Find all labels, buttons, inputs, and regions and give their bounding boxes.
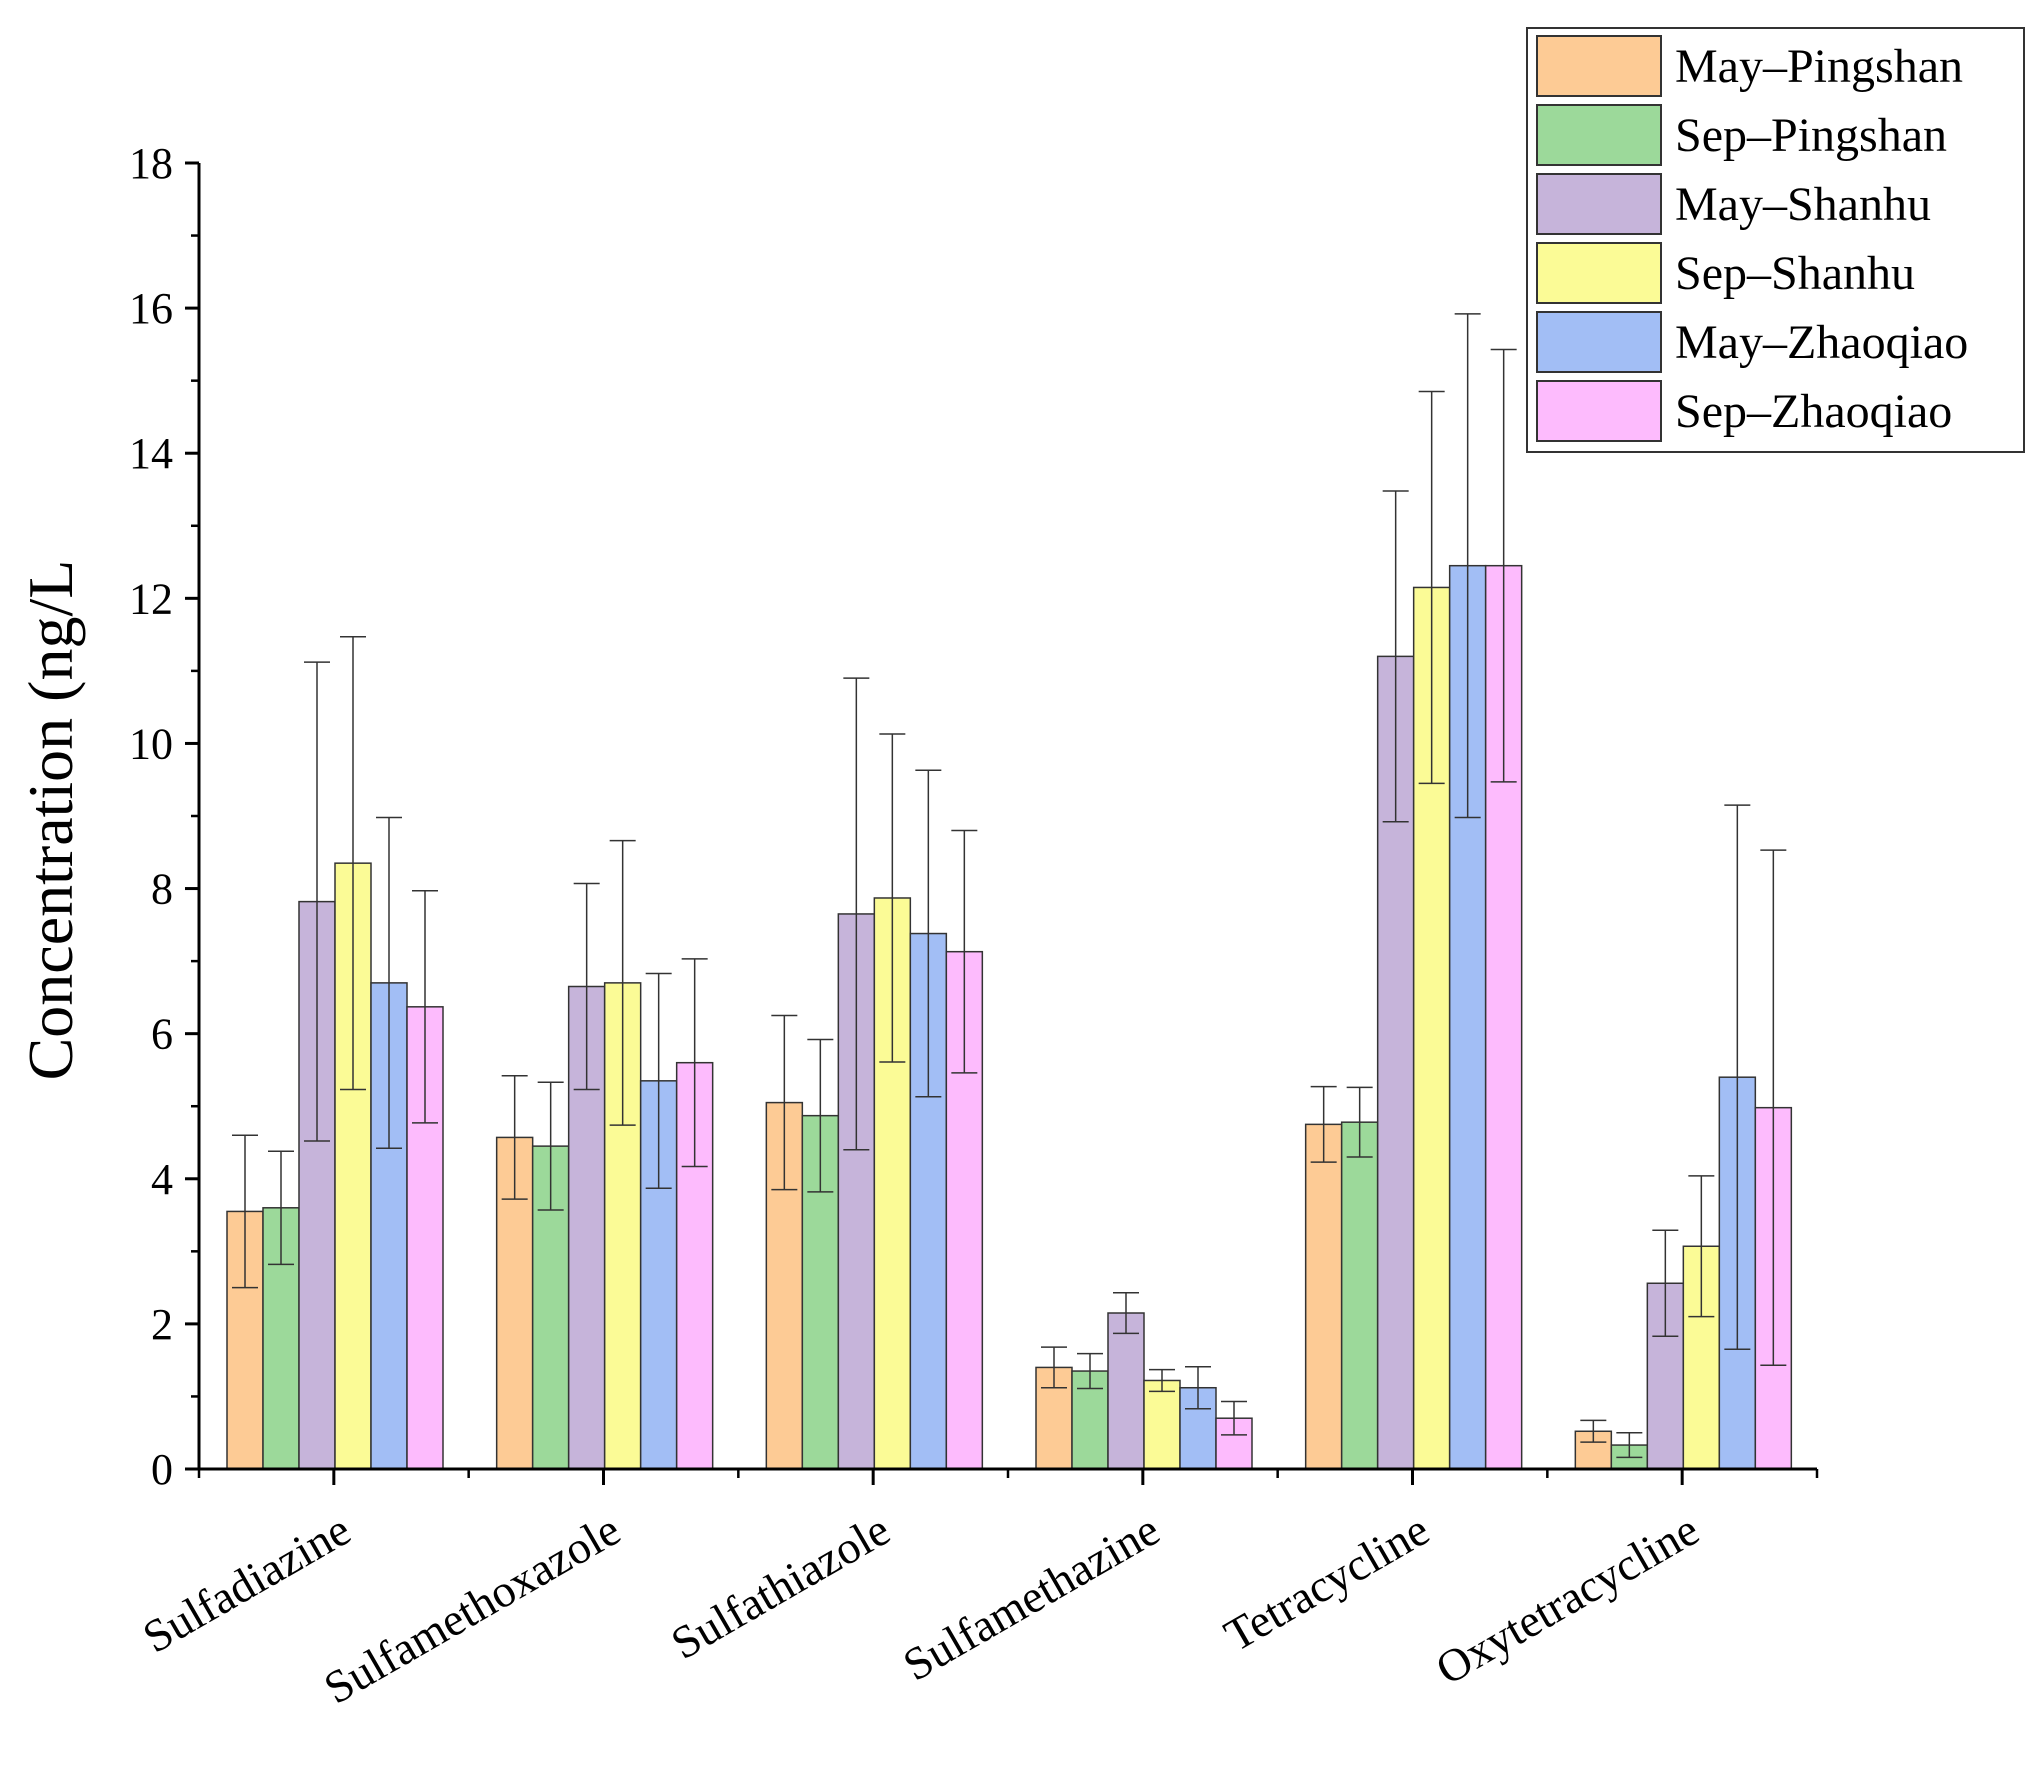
y-axis: 0 2 4 6 8 10 12 14 16 18: [129, 139, 201, 1494]
bar-tetracycline-0: [1304, 1123, 1343, 1470]
y-tick-label: 12: [129, 574, 173, 623]
y-tick-label: 2: [151, 1300, 173, 1349]
legend-swatch: [1536, 173, 1662, 235]
legend-label: Sep–Pingshan: [1675, 109, 1947, 162]
legend-label: May–Zhaoqiao: [1675, 316, 1968, 369]
legend-swatch: [1536, 242, 1662, 304]
legend-swatch: [1536, 380, 1662, 442]
bar-tetracycline-1: [1340, 1121, 1379, 1470]
x-category-label-sulfamethazine: Sulfamethazine: [895, 1503, 1168, 1690]
x-category-label-sulfamethoxazole: Sulfamethoxazole: [315, 1503, 628, 1713]
legend: May–Pingshan Sep–Pingshan May–Shanhu Sep–Sh…: [1526, 27, 2025, 453]
x-category-label-sulfadiazine: Sulfadiazine: [134, 1503, 359, 1662]
y-tick-label: 14: [129, 429, 173, 478]
bar-sulfathiazole-4: [909, 932, 948, 1470]
legend-swatch: [1536, 104, 1662, 166]
y-tick-label: 18: [129, 139, 173, 188]
bar-sulfamethazine-2: [1107, 1312, 1145, 1470]
error-bars: [232, 313, 1787, 1459]
legend-label: May–Shanhu: [1675, 178, 1931, 231]
y-tick-label: 0: [151, 1445, 173, 1494]
y-tick-label: 6: [151, 1010, 173, 1059]
x-category-label-sulfathiazole: Sulfathiazole: [662, 1503, 898, 1669]
y-tick-label: 10: [129, 719, 173, 768]
x-category-label-oxytetracycline: Oxytetracycline: [1427, 1503, 1707, 1694]
legend-swatch: [1536, 311, 1662, 373]
legend-label: May–Pingshan: [1675, 40, 1963, 93]
legend-label: Sep–Shanhu: [1675, 247, 1915, 300]
y-tick-label: 16: [129, 284, 173, 333]
legend-swatch: [1536, 35, 1662, 97]
legend-label: Sep–Zhaoqiao: [1675, 385, 1952, 438]
y-tick-label: 4: [151, 1155, 173, 1204]
y-axis-title: Concentration (ng/L: [15, 560, 86, 1081]
bars: [226, 564, 1793, 1470]
bar-sulfamethazine-3: [1143, 1379, 1181, 1470]
x-category-label-tetracycline: Tetracycline: [1216, 1503, 1438, 1660]
y-tick-label: 8: [151, 865, 173, 914]
plot-area: [226, 313, 1793, 1470]
